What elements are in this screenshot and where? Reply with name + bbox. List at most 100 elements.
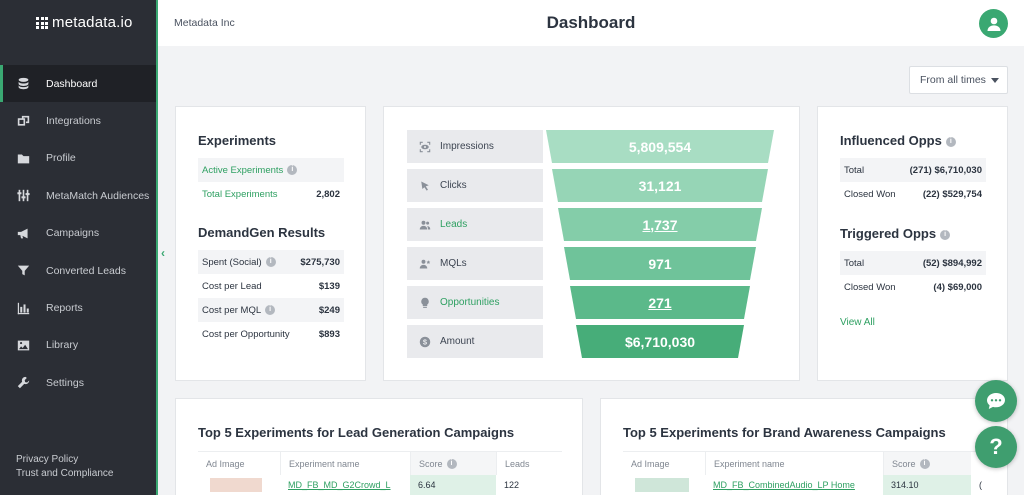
triggered-closed-won-label: Closed Won (844, 281, 896, 293)
info-icon[interactable]: i (287, 164, 298, 175)
sidebar-item-library[interactable]: Library (0, 327, 156, 364)
question-mark-icon: ? (989, 434, 1003, 459)
sidebar-item-profile[interactable]: Profile (0, 140, 156, 177)
score-cell: 314.10 (883, 475, 971, 495)
funnel-value: 5,809,554 (628, 138, 692, 155)
info-icon[interactable]: i (919, 458, 930, 469)
experiment-name-link[interactable]: MD_FB_CombinedAudio_LP Home (713, 480, 855, 490)
funnel-row-clicks: Clicks 31,121 (407, 169, 777, 202)
sidebar-item-label: Integrations (46, 115, 101, 128)
triggered-opps-title: Triggered Opps (840, 226, 937, 241)
sidebar-item-label: MetaMatch Audiences (46, 189, 150, 202)
funnel-label-text[interactable]: Opportunities (440, 297, 500, 308)
sidebar-footer: Privacy Policy Trust and Compliance (16, 453, 113, 481)
funnel-value[interactable]: 1,737 (642, 216, 678, 233)
triggered-total-row: Total (52) $894,992 (840, 251, 986, 275)
column-ad-image: Ad Image (206, 458, 245, 469)
chevron-down-icon (991, 78, 999, 83)
help-button[interactable]: ? (975, 426, 1017, 468)
wrench-icon (16, 376, 30, 390)
funnel-label: Clicks (407, 169, 543, 202)
svg-text:$: $ (423, 337, 428, 346)
funnel-value[interactable]: 271 (648, 294, 672, 311)
sidebar-item-reports[interactable]: Reports (0, 289, 156, 326)
sidebar-item-dashboard[interactable]: Dashboard (0, 65, 156, 103)
sidebar-item-integrations[interactable]: Integrations (0, 102, 156, 139)
column-experiment-name[interactable]: Experiment name (705, 452, 883, 475)
funnel-segment (558, 208, 762, 241)
spent-social-label: Spent (Social) (202, 256, 262, 268)
cost-per-mql-label: Cost per MQL (202, 304, 262, 316)
sidebar-item-label: Settings (46, 376, 84, 389)
funnel-label: Impressions (407, 130, 543, 163)
filter-icon (16, 264, 30, 278)
total-experiments-value: 2,802 (316, 188, 340, 200)
column-ad-image: Ad Image (631, 458, 670, 469)
view-all-link[interactable]: View All (840, 317, 875, 328)
funnel-segment (576, 325, 744, 358)
cost-per-mql-value: $249 (318, 304, 340, 316)
leads-cell: 122 (504, 480, 520, 490)
info-icon[interactable]: i (446, 458, 457, 469)
funnel-label: MQLs (407, 247, 543, 280)
sidebar-item-settings[interactable]: Settings (0, 364, 156, 401)
date-range-select[interactable]: From all times (909, 66, 1008, 94)
info-icon[interactable]: i (945, 136, 956, 147)
sidebar-edge (156, 0, 158, 495)
column-score[interactable]: Score i (410, 452, 496, 475)
funnel-label-text: Amount (440, 336, 475, 347)
info-icon[interactable]: i (265, 304, 276, 315)
info-icon[interactable]: i (940, 229, 951, 240)
lightbulb-icon (419, 297, 431, 309)
funnel-segment (570, 286, 750, 319)
table-row[interactable]: MD_FB_MD_G2Crowd_L 6.64 122 (198, 475, 562, 495)
sidebar-item-label: Reports (46, 302, 83, 315)
collapse-sidebar-icon[interactable]: ‹ (161, 246, 165, 260)
funnel-value: $6,710,030 (624, 333, 696, 350)
funnel-segment (546, 130, 774, 163)
funnel-label-text[interactable]: Leads (440, 219, 468, 230)
trust-compliance-link[interactable]: Trust and Compliance (16, 468, 114, 479)
demandgen-title: DemandGen Results (198, 225, 326, 240)
sidebar-item-converted-leads[interactable]: Converted Leads (0, 252, 156, 289)
ad-thumbnail[interactable] (198, 475, 280, 495)
user-icon (987, 17, 1000, 31)
column-score[interactable]: Score i (883, 452, 971, 475)
funnel-row-leads[interactable]: Leads 1,737 (407, 208, 777, 241)
funnel-segment (564, 247, 756, 280)
active-experiments-label: Active Experiments (202, 164, 284, 176)
sidebar-item-campaigns[interactable]: Campaigns (0, 215, 156, 252)
page-title: Dashboard (546, 13, 636, 32)
table-row[interactable]: MD_FB_CombinedAudio_LP Home 314.10 ( (623, 475, 987, 495)
ad-thumbnail[interactable] (623, 475, 705, 495)
info-icon[interactable]: i (265, 256, 276, 267)
column-experiment-name[interactable]: Experiment name (280, 452, 410, 475)
funnel-value: 31,121 (638, 177, 682, 194)
triggered-closed-won-row: Closed Won (4) $69,000 (840, 275, 986, 299)
company-name[interactable]: Metadata Inc (174, 17, 235, 29)
funnel-bar (546, 130, 774, 163)
sidebar-item-label: Dashboard (46, 77, 98, 90)
table-header: Ad Image Experiment name Score i (623, 451, 987, 475)
experiment-name-link[interactable]: MD_FB_MD_G2Crowd_L (288, 480, 391, 490)
sidebar-nav: Dashboard Integrations Profile MetaMatch… (0, 65, 156, 402)
sidebar-item-metamatch-audiences[interactable]: MetaMatch Audiences (0, 177, 156, 214)
opps-card: Influenced Opps i Total (271) $6,710,030 … (817, 106, 1008, 381)
funnel-card: Impressions 5,809,554 Clicks 31,121 Leads 1,7… (383, 106, 800, 381)
spent-social-value: $275,730 (300, 256, 340, 268)
brand-table-title: Top 5 Experiments for Brand Awareness Ca… (623, 425, 946, 440)
avatar[interactable] (979, 9, 1008, 38)
logo[interactable]: metadata.io (0, 0, 158, 45)
lead-gen-experiments-card: Top 5 Experiments for Lead Generation Ca… (175, 398, 583, 495)
integrations-icon (16, 114, 30, 128)
active-experiments-row[interactable]: Active Experiments i (198, 158, 344, 182)
funnel-row-opportunities[interactable]: Opportunities 271 (407, 286, 777, 319)
cursor-icon (419, 180, 431, 192)
column-leads[interactable]: Leads (496, 452, 562, 475)
chat-bubble-icon (987, 393, 1005, 409)
funnel-bar (552, 169, 768, 202)
overflow-cell: ( (979, 480, 982, 490)
privacy-policy-link[interactable]: Privacy Policy (16, 454, 79, 465)
triggered-closed-won-value: (4) $69,000 (933, 281, 982, 293)
chat-button[interactable] (975, 380, 1017, 422)
